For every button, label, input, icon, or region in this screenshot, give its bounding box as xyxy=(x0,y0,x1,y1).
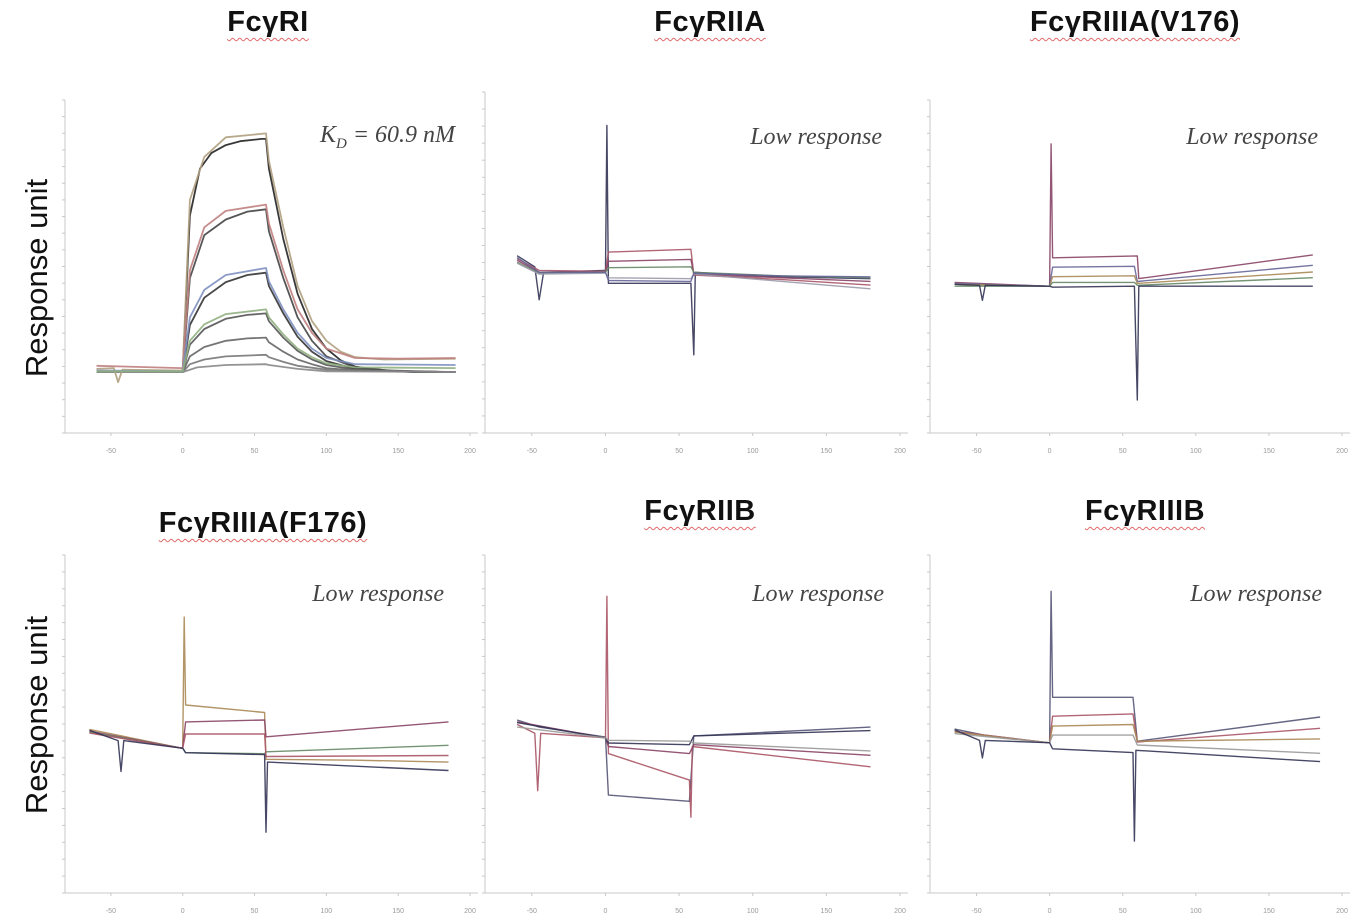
series-line xyxy=(517,726,871,752)
series-line xyxy=(96,132,456,384)
x-tick-label: 100 xyxy=(747,908,759,915)
plot-panel: -50 0 50 100 150 200 Low response xyxy=(927,99,1350,455)
x-tick-label: 0 xyxy=(181,908,185,915)
plot-panel: -50 0 50 100 150 200 Low response xyxy=(482,554,908,915)
panel-title-fcgriiia-v176: FcγRIIIA(V176) xyxy=(1030,6,1240,39)
x-tick-label: 150 xyxy=(392,448,404,455)
panel-title-text: FcγRIIB xyxy=(644,495,756,527)
x-tick-label: 0 xyxy=(604,908,608,915)
panel-title-fcgriib: FcγRIIB xyxy=(644,495,755,528)
series-line xyxy=(89,719,449,749)
series-line xyxy=(96,308,456,373)
panel-annotation: Low response xyxy=(749,124,882,150)
panel-title-fcgriiib: FcγRIIIB xyxy=(1085,495,1205,528)
panel-title-fcgriia: FcγRIIA xyxy=(654,6,765,39)
x-tick-label: -50 xyxy=(971,908,981,915)
x-tick-label: 150 xyxy=(821,448,833,455)
series-line xyxy=(954,143,1313,287)
x-tick-label: -50 xyxy=(527,448,537,455)
series-line xyxy=(516,262,871,290)
series-line xyxy=(96,203,456,370)
x-tick-label: 100 xyxy=(747,448,759,455)
series-line xyxy=(954,590,1321,744)
panel-annotation: Low response xyxy=(1189,581,1322,607)
plot-panel: -50 0 50 100 150 200 Low response xyxy=(927,554,1350,915)
x-tick-label: 100 xyxy=(321,448,333,455)
x-tick-label: 50 xyxy=(1119,908,1127,915)
series-line xyxy=(89,729,449,833)
panel-annotation: Low response xyxy=(751,581,884,607)
x-tick-label: 200 xyxy=(894,448,906,455)
x-tick-label: 200 xyxy=(464,448,476,455)
x-tick-label: 0 xyxy=(1048,448,1052,455)
panel-title-text: FcγRI xyxy=(227,6,309,38)
x-tick-label: -50 xyxy=(106,448,116,455)
x-tick-label: 50 xyxy=(1119,448,1127,455)
x-tick-label: 0 xyxy=(1048,908,1052,915)
series-line xyxy=(516,124,871,356)
plot-panel: -50 0 50 100 150 200 Low response xyxy=(482,91,908,455)
x-tick-label: 200 xyxy=(1336,908,1348,915)
x-tick-label: 200 xyxy=(894,908,906,915)
panel-annotation: Low response xyxy=(1185,124,1318,150)
x-tick-label: 150 xyxy=(1263,448,1275,455)
x-tick-label: -50 xyxy=(971,448,981,455)
x-tick-label: 100 xyxy=(1190,448,1202,455)
series-line xyxy=(954,729,1321,842)
series-line xyxy=(516,248,871,286)
series-line xyxy=(96,267,456,373)
series-line xyxy=(516,595,871,818)
x-tick-label: 200 xyxy=(1336,448,1348,455)
x-tick-label: -50 xyxy=(527,908,537,915)
x-tick-label: 100 xyxy=(1190,908,1202,915)
x-tick-label: 100 xyxy=(321,908,333,915)
x-tick-label: 150 xyxy=(1263,908,1275,915)
plot-panel: -50 0 50 100 150 200 Low response xyxy=(62,554,478,915)
x-tick-label: 50 xyxy=(675,908,683,915)
x-tick-label: -50 xyxy=(106,908,116,915)
series-line xyxy=(89,616,449,763)
x-tick-label: 50 xyxy=(675,448,683,455)
series-line xyxy=(954,283,1313,401)
panel-title-text: FcγRIIA xyxy=(654,6,766,38)
panel-title-text: FcγRIIIB xyxy=(1084,495,1206,527)
x-tick-label: 0 xyxy=(181,448,185,455)
panel-title-fcgri: FcγRI xyxy=(227,6,308,39)
panel-title-text: FcγRIIIA(V176) xyxy=(1029,6,1241,38)
panel-title-text: FcγRIIIA(F176) xyxy=(158,507,368,539)
plot-panel: -50 0 50 100 150 200 KD = 60.9 nM xyxy=(62,99,478,455)
series-line xyxy=(96,312,456,374)
x-tick-label: 50 xyxy=(251,908,259,915)
series-line xyxy=(96,271,456,374)
x-tick-label: 200 xyxy=(464,908,476,915)
x-tick-label: 150 xyxy=(392,908,404,915)
series-line xyxy=(516,257,871,283)
x-tick-label: 150 xyxy=(821,908,833,915)
panel-title-fcgriiia-f176: FcγRIIIA(F176) xyxy=(159,507,367,540)
panel-annotation: Low response xyxy=(311,581,444,607)
series-line xyxy=(954,723,1321,744)
x-tick-label: 50 xyxy=(251,448,259,455)
x-tick-label: 0 xyxy=(604,448,608,455)
series-line xyxy=(96,336,456,374)
panel-annotation: KD = 60.9 nM xyxy=(319,122,457,152)
